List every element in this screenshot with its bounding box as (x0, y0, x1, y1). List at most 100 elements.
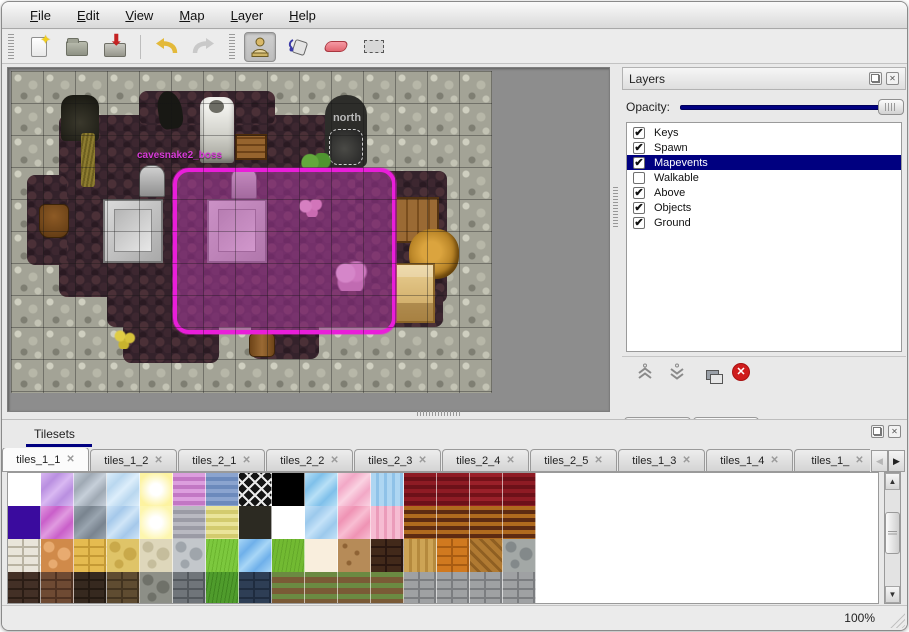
palette-tile[interactable] (371, 572, 404, 603)
tileset-tab-tiles_2_4[interactable]: tiles_2_4 ✕ (442, 449, 529, 471)
tab-close-icon[interactable]: ✕ (242, 455, 251, 466)
menu-view[interactable]: View (125, 7, 154, 23)
palette-tile[interactable] (107, 539, 140, 572)
palette-tile[interactable] (239, 473, 272, 506)
toolbar-drag-handle[interactable] (8, 33, 14, 60)
palette-tile[interactable] (371, 473, 404, 506)
palette-tile[interactable] (272, 506, 305, 539)
layer-checkbox[interactable]: ✔ (633, 216, 645, 229)
layer-checkbox[interactable] (633, 171, 645, 184)
duplicate-layer-button[interactable] (698, 361, 723, 384)
palette-tile[interactable] (206, 506, 239, 539)
palette-tile[interactable] (239, 572, 272, 603)
toolbar-drag-handle-2[interactable] (229, 33, 235, 60)
palette-tile[interactable] (404, 539, 437, 572)
tab-close-icon[interactable]: ✕ (506, 455, 515, 466)
palette-tile[interactable] (74, 506, 107, 539)
layer-checkbox[interactable]: ✔ (633, 141, 645, 154)
tileset-tab-tiles_2_2[interactable]: tiles_2_2 ✕ (266, 449, 353, 471)
palette-tile[interactable] (503, 539, 536, 572)
float-panel-icon[interactable] (869, 72, 882, 85)
tileset-tab-tiles_2_5[interactable]: tiles_2_5 ✕ (530, 449, 617, 471)
opacity-slider-handle[interactable] (878, 99, 904, 115)
close-panel-icon[interactable]: ✕ (886, 72, 899, 85)
tab-close-icon[interactable]: ✕ (594, 455, 603, 466)
tab-close-icon[interactable]: ✕ (330, 455, 339, 466)
palette-tile[interactable] (503, 506, 536, 539)
close-tilesets-icon[interactable]: ✕ (888, 425, 901, 438)
tileset-tab-tiles_1_3[interactable]: tiles_1_3 ✕ (618, 449, 705, 471)
palette-tile[interactable] (8, 572, 41, 603)
palette-tile[interactable] (206, 539, 239, 572)
tileset-tab-tiles_1_2[interactable]: tiles_1_2 ✕ (90, 449, 177, 471)
new-file-button[interactable]: ✦ (23, 32, 55, 62)
palette-tile[interactable] (41, 473, 74, 506)
palette-tile[interactable] (404, 506, 437, 539)
palette-tile[interactable] (41, 572, 74, 603)
scroll-tabs-right-button[interactable]: ▶ (888, 450, 905, 472)
palette-tile[interactable] (173, 572, 206, 603)
horizontal-splitter[interactable] (417, 411, 461, 416)
palette-tile[interactable] (107, 506, 140, 539)
eraser-tool-button[interactable] (320, 32, 352, 62)
layer-row-ground[interactable]: ✔ Ground (627, 215, 901, 230)
tab-close-icon[interactable]: ✕ (154, 455, 163, 466)
palette-tile[interactable] (338, 506, 371, 539)
palette-tile[interactable] (140, 506, 173, 539)
palette-tile[interactable] (41, 539, 74, 572)
palette-tile[interactable] (470, 473, 503, 506)
tileset-tab-tiles_2_3[interactable]: tiles_2_3 ✕ (354, 449, 441, 471)
delete-layer-button[interactable]: ✕ (730, 361, 752, 383)
opacity-slider[interactable] (680, 99, 904, 115)
palette-tile[interactable] (470, 506, 503, 539)
vertical-splitter[interactable] (613, 187, 618, 229)
layer-row-spawn[interactable]: ✔ Spawn (627, 140, 901, 155)
scrollbar-track[interactable] (885, 490, 900, 586)
palette-tile[interactable] (437, 506, 470, 539)
palette-tile[interactable] (371, 506, 404, 539)
palette-tile[interactable] (8, 473, 41, 506)
save-file-button[interactable]: ⬇ (99, 32, 131, 62)
rect-select-tool-button[interactable] (358, 32, 390, 62)
tab-close-icon[interactable]: ✕ (66, 454, 75, 465)
menu-file[interactable]: File (30, 7, 51, 23)
tileset-tab-tiles_2_1[interactable]: tiles_2_1 ✕ (178, 449, 265, 471)
palette-tile[interactable] (305, 473, 338, 506)
layer-checkbox[interactable]: ✔ (633, 201, 645, 214)
mapevent-selection-rect[interactable] (173, 168, 396, 334)
palette-tile[interactable] (305, 572, 338, 603)
palette-tile[interactable] (305, 506, 338, 539)
palette-tile[interactable] (272, 572, 305, 603)
palette-tile[interactable] (74, 539, 107, 572)
menu-layer[interactable]: Layer (230, 7, 264, 23)
tileset-tab-tiles_1_1[interactable]: tiles_1_1 ✕ (2, 448, 89, 471)
palette-tile[interactable] (140, 539, 173, 572)
palette-tile[interactable] (239, 539, 272, 572)
palette-tile[interactable] (173, 506, 206, 539)
layer-row-keys[interactable]: ✔ Keys (627, 125, 901, 140)
scroll-tabs-left-button[interactable]: ◀ (871, 450, 888, 472)
palette-tile[interactable] (8, 506, 41, 539)
palette-tile[interactable] (338, 539, 371, 572)
palette-tile[interactable] (437, 539, 470, 572)
palette-tile[interactable] (41, 506, 74, 539)
map-canvas[interactable]: cavesnake2_boss north (11, 71, 492, 393)
palette-tile[interactable] (503, 572, 536, 603)
palette-tile[interactable] (140, 572, 173, 603)
palette-tile[interactable] (437, 572, 470, 603)
palette-tile[interactable] (8, 539, 41, 572)
palette-tile[interactable] (107, 473, 140, 506)
scroll-down-button[interactable]: ▼ (885, 586, 900, 603)
layer-row-walkable[interactable]: Walkable (627, 170, 901, 185)
palette-tile[interactable] (371, 539, 404, 572)
tab-close-icon[interactable]: ✕ (770, 455, 779, 466)
palette-tile[interactable] (74, 473, 107, 506)
open-file-button[interactable] (61, 32, 93, 62)
palette-tile[interactable] (140, 473, 173, 506)
undo-button[interactable] (150, 32, 182, 62)
layer-checkbox[interactable]: ✔ (633, 126, 645, 139)
palette-tile[interactable] (338, 473, 371, 506)
palette-tile[interactable] (305, 539, 338, 572)
stamp-tool-button[interactable] (244, 31, 276, 62)
tileset-tab-tiles_1_[interactable]: tiles_1_ ✕ (794, 449, 870, 471)
